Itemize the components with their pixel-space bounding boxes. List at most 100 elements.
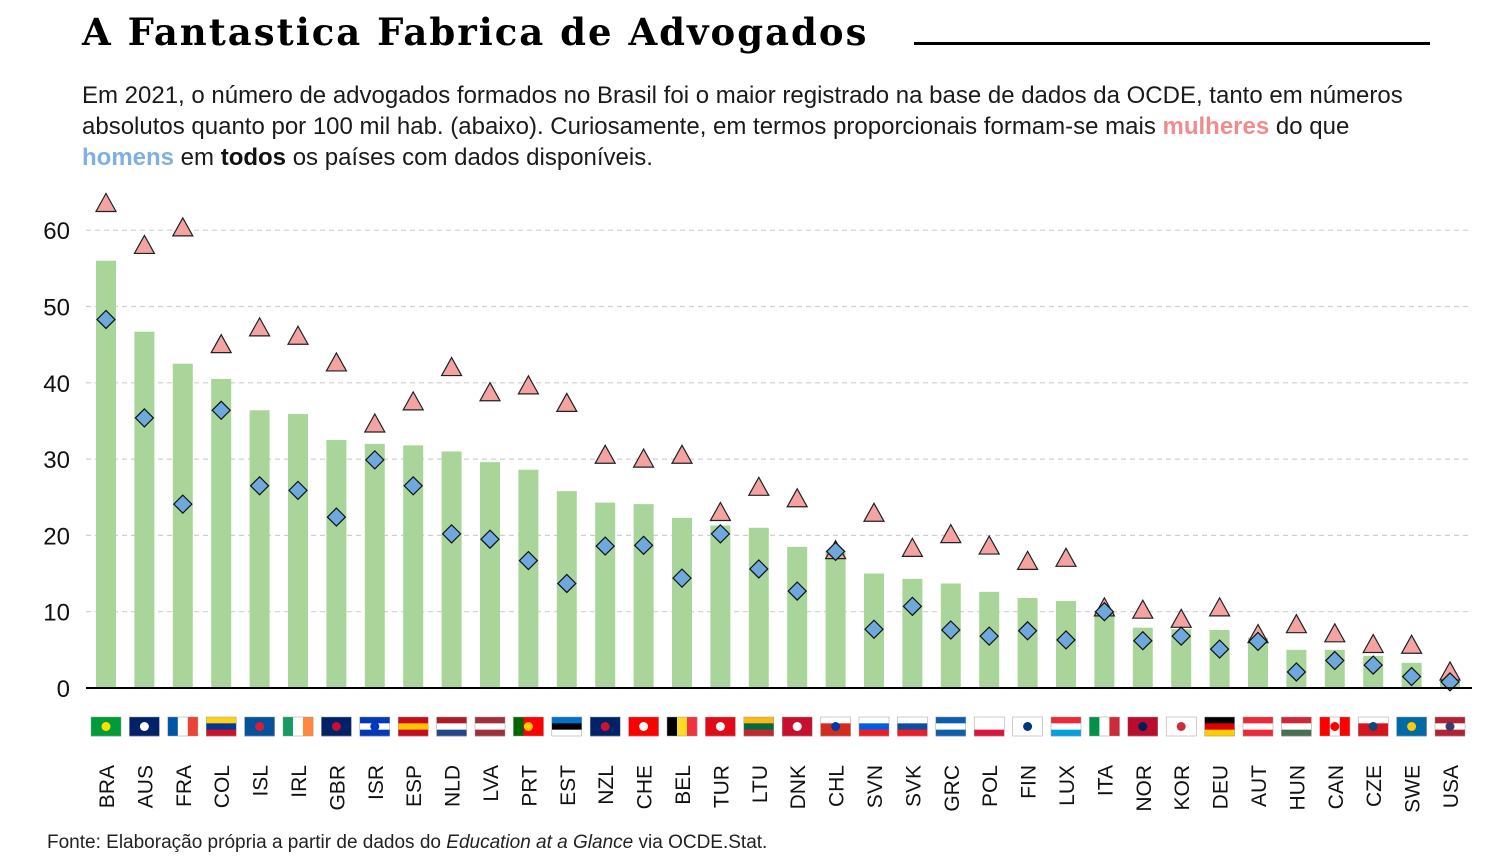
bar-fra: [172, 363, 193, 688]
x-tick-label-lva: LVA: [480, 765, 503, 802]
x-tick-label-col: COL: [211, 765, 234, 808]
flag-usa-icon: [1434, 716, 1466, 737]
x-tick-label-nld: NLD: [442, 765, 465, 807]
x-tick-label-est: EST: [557, 765, 580, 806]
women-marker-aus: [133, 234, 156, 255]
men-marker-svn: [864, 619, 884, 640]
bar-isr: [364, 443, 385, 688]
flag-svn-icon: [858, 716, 890, 737]
x-tick-label-ita: ITA: [1094, 765, 1117, 796]
flag-col-icon: [205, 716, 237, 737]
bar-kor: [1171, 629, 1192, 688]
flag-hun-icon: [1281, 716, 1312, 737]
flag-irl-icon: [282, 716, 314, 737]
women-marker-nzl: [594, 444, 617, 464]
men-marker-cze: [1363, 655, 1384, 675]
women-marker-dnk: [786, 487, 809, 508]
flag-deu-icon: [1204, 716, 1235, 737]
men-marker-nzl: [595, 536, 616, 556]
bar-che: [633, 504, 654, 688]
men-marker-lva: [480, 529, 500, 550]
x-tick-label-hun: HUN: [1286, 765, 1309, 811]
y-tick-label: 50: [43, 295, 70, 322]
women-marker-svk: [901, 537, 924, 557]
men-marker-irl: [288, 480, 308, 501]
y-tick-label: 0: [57, 676, 70, 703]
bar-nld: [441, 451, 462, 688]
flag-esp-icon: [397, 716, 429, 737]
subtitle-text-4: os países com dados disponíveis.: [286, 144, 653, 171]
men-marker-nld: [441, 524, 462, 544]
bar-tur: [710, 525, 731, 688]
x-tick-label-nzl: NZL: [595, 765, 618, 805]
flag-ltu-icon: [743, 716, 775, 737]
flag-chl-icon: [820, 716, 851, 737]
flag-svk-icon: [897, 716, 928, 737]
women-marker-lux: [1054, 547, 1078, 567]
bar-svk: [902, 578, 923, 688]
flag-che-icon: [628, 716, 659, 737]
men-marker-pol: [979, 626, 1000, 646]
bar-ltu: [748, 527, 769, 688]
flag-isr-icon: [359, 716, 391, 737]
y-axis-ticks: 0 10 20 30 40 50 60: [43, 218, 70, 703]
women-marker-prt: [517, 374, 540, 395]
flag-nld-icon: [436, 716, 467, 737]
men-marker-prt: [518, 550, 539, 571]
men-marker-bel: [672, 568, 692, 588]
bar-col: [211, 378, 232, 688]
bar-fin: [1017, 597, 1038, 688]
bar-chart: 0 10 20 30 40 50 60 BRA AUS FRA COL ISL IRL GBR ISR ES…: [43, 192, 1472, 813]
x-tick-label-svk: SVK: [902, 765, 925, 807]
bar-lva: [480, 462, 500, 688]
flag-tur-icon: [705, 716, 736, 737]
women-marker-lva: [478, 381, 502, 402]
x-axis-labels: BRA AUS FRA COL ISL IRL GBR ISR ESP NLD LVA PRT EST N…: [96, 765, 1463, 813]
x-tick-label-cze: CZE: [1363, 765, 1386, 807]
women-marker-deu: [1208, 596, 1231, 617]
x-tick-label-deu: DEU: [1210, 765, 1233, 809]
flag-grc-icon: [935, 716, 967, 737]
source-note: Fonte: Elaboração própria a partir de da…: [47, 832, 767, 854]
women-marker-can: [1323, 622, 1346, 643]
bar-esp: [403, 445, 424, 688]
markers: [94, 192, 1462, 692]
x-tick-label-bra: BRA: [96, 765, 119, 808]
x-tick-label-chl: CHL: [826, 765, 849, 807]
flag-kor-icon: [1165, 716, 1197, 737]
x-tick-label-grc: GRC: [941, 765, 964, 812]
subtitle-text-1: Em 2021, o número de advogados formados …: [82, 82, 1403, 140]
bar-ita: [1094, 611, 1115, 688]
x-tick-label-prt: PRT: [518, 765, 541, 807]
women-marker-grc: [939, 523, 962, 544]
flag-ita-icon: [1089, 716, 1120, 737]
x-tick-label-gbr: GBR: [326, 765, 349, 811]
women-marker-che: [632, 447, 655, 468]
subtitle-text-2: do que: [1269, 113, 1350, 140]
men-marker-hun: [1286, 662, 1307, 682]
x-tick-label-can: CAN: [1325, 765, 1348, 809]
x-tick-label-isl: ISL: [250, 765, 273, 797]
flag-nor-icon: [1127, 716, 1159, 737]
women-marker-nor: [1131, 598, 1154, 619]
x-tick-label-tur: TUR: [710, 765, 733, 808]
men-marker-dnk: [787, 581, 808, 601]
flag-can-icon: [1319, 716, 1351, 737]
flag-lux-icon: [1050, 716, 1082, 737]
women-marker-fin: [1016, 550, 1039, 570]
men-marker-esp: [403, 475, 424, 496]
subtitle-women: mulheres: [1162, 113, 1270, 140]
subtitle-text-3: em: [174, 144, 221, 171]
women-marker-isr: [363, 412, 386, 433]
men-marker-tur: [710, 524, 731, 544]
men-marker-fin: [1017, 620, 1038, 641]
flag-gbr-icon: [321, 716, 352, 737]
bars: [96, 260, 1460, 688]
x-tick-label-aut: AUT: [1248, 765, 1271, 807]
men-marker-bra: [96, 309, 116, 330]
bar-bra: [96, 260, 116, 688]
men-marker-isl: [249, 475, 270, 496]
women-marker-hun: [1285, 613, 1308, 634]
flag-prt-icon: [513, 716, 544, 737]
bar-nzl: [595, 502, 616, 688]
